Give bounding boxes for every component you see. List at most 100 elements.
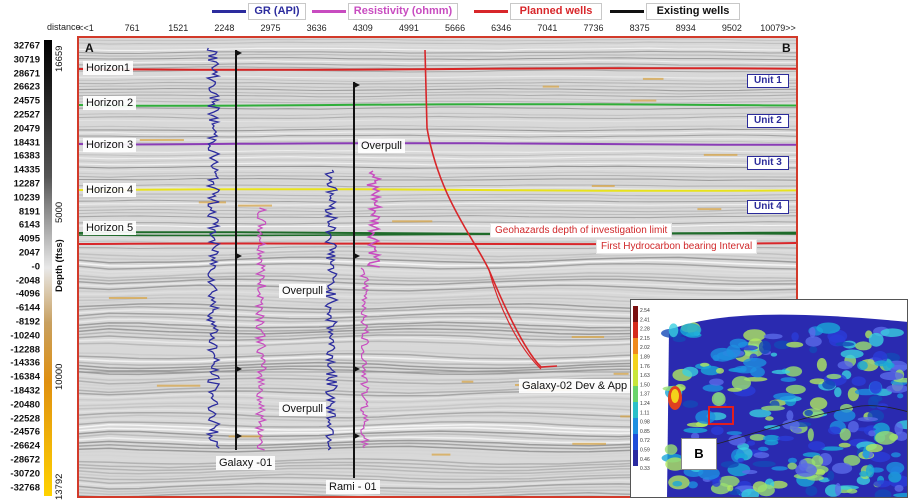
- seismic-reflector: [79, 262, 796, 270]
- well-marker: [354, 366, 360, 372]
- inset-attribute-patch: [711, 426, 724, 435]
- horizon-4-label: Horizon 4: [83, 183, 137, 197]
- amplitude-event: [703, 153, 738, 156]
- inset-attribute-patch: [709, 378, 724, 386]
- inset-attribute-patch: [727, 387, 743, 392]
- seismic-reflector: [79, 153, 796, 157]
- inset-attribute-patch: [808, 441, 826, 451]
- inset-attribute-patch: [846, 488, 858, 494]
- inset-attribute-patch: [865, 464, 875, 478]
- inset-attribute-patch: [809, 327, 816, 338]
- colorbar-tick: 26623: [13, 81, 40, 93]
- inset-attribute-patch: [743, 329, 766, 342]
- inset-attribute-patch: [770, 352, 778, 357]
- colorbar-tick: 10239: [13, 192, 40, 204]
- inset-attribute-patch: [763, 333, 783, 340]
- inset-attribute-patch: [726, 431, 742, 436]
- horizon-2-label: Horizon 2: [83, 96, 137, 110]
- seismic-reflector: [79, 205, 796, 209]
- inset-attribute-patch: [683, 427, 708, 434]
- seismic-reflector: [79, 53, 796, 58]
- amplitude-event: [630, 99, 657, 102]
- inset-scale-swatch: [633, 402, 638, 418]
- seismic-reflector: [79, 119, 796, 123]
- colorbar-tick: -18432: [10, 385, 40, 397]
- seismic-reflector: [79, 94, 796, 98]
- colorbar-tick: 30719: [13, 54, 40, 66]
- inset-attribute-patch: [807, 428, 814, 442]
- inset-attribute-patch: [879, 371, 904, 381]
- horizon-1-label: Horizon1: [83, 61, 134, 75]
- distance-tick: 7736: [583, 23, 604, 33]
- inset-attribute-patch: [771, 369, 791, 375]
- colorbar-tick: 6143: [18, 219, 40, 231]
- inset-scale-tick: 2.15: [640, 336, 650, 342]
- gr-log-curve: [205, 47, 222, 449]
- depth-axis: 16659 5000 Depth (ftss) 10000 13792: [52, 40, 76, 500]
- inset-attribute-patch: [686, 422, 708, 428]
- inset-attribute-patch: [865, 443, 883, 453]
- inset-attribute-patch: [777, 435, 794, 442]
- inset-attribute-patch: [894, 484, 904, 492]
- inset-attribute-patch: [847, 387, 859, 402]
- seismic-reflector: [79, 281, 796, 289]
- distance-tick: 4309: [352, 23, 373, 33]
- inset-map: 2.54 2.41 2.28 2.15 2.02 1.89 1.76 1.63 1.50 1.37…: [630, 299, 908, 498]
- inset-attribute-patch: [835, 342, 855, 347]
- inset-scale-tick: 1.24: [640, 401, 650, 407]
- distance-tick: <<1: [78, 23, 94, 33]
- seismic-reflector: [79, 253, 796, 261]
- inset-scale-tick: 0.46: [640, 457, 650, 463]
- resistivity-log-curve: [359, 267, 370, 449]
- seismic-reflector: [79, 196, 796, 200]
- distance-tick: 6346: [491, 23, 512, 33]
- unit-2-label: Unit 2: [747, 114, 789, 128]
- inset-attribute-patch: [711, 392, 726, 407]
- inset-scale-tick: 1.89: [640, 355, 650, 361]
- inset-attribute-patch: [891, 452, 901, 458]
- inset-attribute-patch: [893, 492, 907, 497]
- seismic-reflector: [79, 125, 796, 129]
- horizon-line: [79, 142, 796, 146]
- seismic-reflector: [79, 162, 796, 166]
- inset-attribute-patch: [857, 417, 878, 422]
- inset-attribute-patch: [782, 419, 800, 430]
- planned-well-trajectory: [488, 269, 542, 370]
- seismic-reflector: [79, 72, 796, 76]
- colorbar-tick: -30720: [10, 468, 40, 480]
- colorbar-tick: -4096: [15, 288, 40, 300]
- distance-tick: 2248: [214, 23, 235, 33]
- inset-attribute-patch: [773, 340, 791, 350]
- distance-tick: 1521: [168, 23, 189, 33]
- inset-scale-tick: 1.76: [640, 364, 650, 370]
- inset-scale-swatch: [633, 450, 638, 466]
- inset-attribute-patch: [734, 453, 748, 461]
- inset-scale-tick: 0.85: [640, 429, 650, 435]
- colorbar-tick: -16384: [10, 371, 40, 383]
- inset-attribute-patch: [836, 485, 859, 490]
- first-hc-interval-label: First Hydrocarbon bearing Interval: [596, 239, 758, 254]
- inset-attribute-patch: [764, 439, 779, 446]
- distance-tick: 7041: [537, 23, 558, 33]
- inset-attribute-patch: [805, 336, 822, 347]
- inset-attribute-patch: [811, 455, 824, 467]
- seismic-reflector: [79, 193, 796, 197]
- distance-axis: <<1 761 1521 2248 2975 3636 4309 4991 5666 6346 70…: [78, 22, 798, 36]
- inset-attribute-patch: [851, 376, 866, 386]
- well-marker: [236, 433, 242, 439]
- seismic-reflector: [79, 259, 796, 267]
- seismic-reflector: [79, 208, 796, 213]
- distance-tick: 10079>>: [760, 23, 796, 33]
- galaxy-01-well-label: Galaxy -01: [216, 456, 276, 470]
- inset-attribute-patch: [682, 400, 699, 408]
- overpull-label-3: Overpull: [279, 402, 326, 416]
- unit-1-label: Unit 1: [747, 74, 789, 88]
- legend-planned-swatch: [474, 10, 508, 13]
- unit-4-label: Unit 4: [747, 200, 789, 214]
- seismic-reflector: [79, 211, 796, 216]
- inset-attribute-patch: [897, 393, 904, 399]
- inset-scale-tick: 0.59: [640, 448, 650, 454]
- inset-attribute-patch: [784, 366, 803, 377]
- colorbar-tick: -8192: [15, 316, 40, 328]
- inset-attribute-patch: [731, 376, 751, 390]
